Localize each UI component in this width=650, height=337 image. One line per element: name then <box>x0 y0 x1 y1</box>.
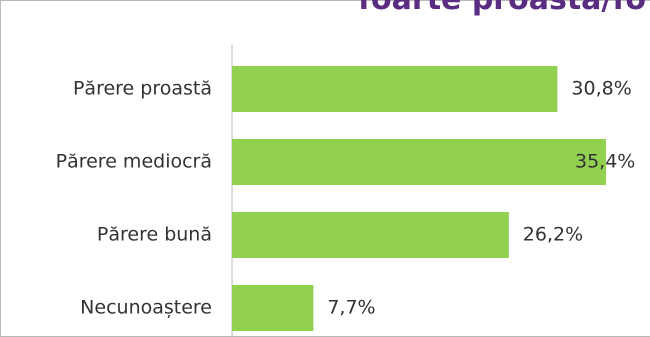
category-label-3: Necunoaștere <box>80 297 212 319</box>
value-label-0: 30,8% <box>571 78 631 100</box>
value-label-3: 7,7% <box>327 297 375 319</box>
category-label-1: Părere mediocră <box>56 151 212 173</box>
category-label-2: Părere bună <box>97 224 212 246</box>
bar-2 <box>232 212 509 258</box>
category-label-0: Părere proastă <box>73 78 212 100</box>
bar-1 <box>232 139 606 185</box>
bar-0 <box>232 66 558 112</box>
value-label-1: 35,4% <box>575 151 635 173</box>
value-label-2: 26,2% <box>523 224 583 246</box>
chart-title: foarte proastă/fo <box>358 0 646 17</box>
bar-3 <box>232 285 314 331</box>
